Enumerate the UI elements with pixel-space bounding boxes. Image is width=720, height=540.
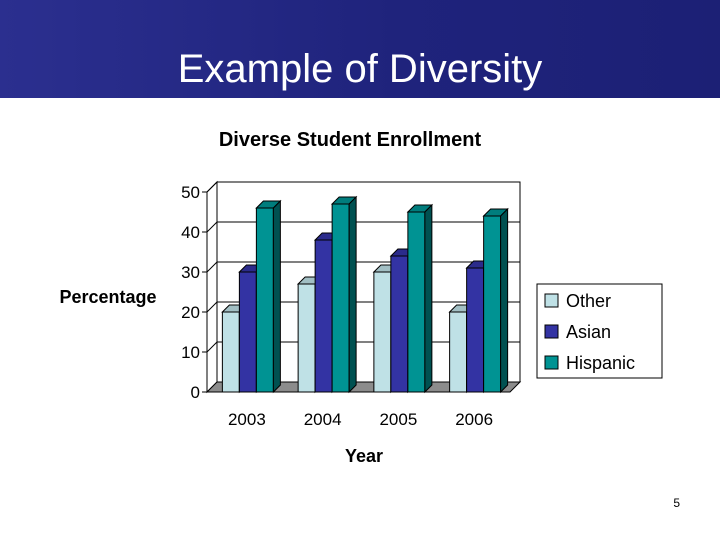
legend-label-asian: Asian: [566, 322, 611, 342]
enrollment-chart: Diverse Student Enrollment 0 10 20 30 40 50 200…: [59, 129, 663, 466]
y-tick-label: 0: [191, 383, 200, 402]
bar-hispanic-2005: [407, 211, 426, 393]
bar-hispanic-2004: [331, 203, 350, 393]
gridline-side: [206, 221, 218, 233]
legend-label-hispanic: Hispanic: [566, 353, 635, 373]
bar-side-hispanic-2004: [348, 195, 357, 394]
bar-other-2006: [449, 311, 468, 393]
bar-hispanic-2003: [255, 207, 274, 393]
y-tick-label: 20: [181, 303, 200, 322]
bar-side-hispanic-2003: [272, 199, 281, 394]
x-tick-label: 2003: [228, 410, 266, 429]
legend-swatch-asian: [544, 324, 559, 339]
x-tick-label: 2006: [455, 410, 493, 429]
bar-other-2003: [221, 311, 240, 393]
chart-title: Diverse Student Enrollment: [219, 129, 482, 151]
bar-other-2005: [373, 271, 392, 393]
title-bar: Example of Diversity: [0, 0, 720, 98]
bar-asian-2004: [314, 239, 333, 393]
bar-asian-2005: [390, 255, 409, 393]
y-tick-label: 30: [181, 263, 200, 282]
bar-asian-2003: [238, 271, 257, 393]
legend-swatch-other: [544, 293, 559, 308]
y-tick-label: 40: [181, 223, 200, 242]
x-tick-label: 2005: [379, 410, 417, 429]
y-tick-label: 50: [181, 183, 200, 202]
bar-other-2004: [297, 283, 316, 393]
y-tick-label: 10: [181, 343, 200, 362]
gridline-side: [206, 261, 218, 273]
legend-label-other: Other: [566, 291, 611, 311]
x-axis-label: Year: [345, 446, 383, 466]
slide-title: Example of Diversity: [177, 47, 543, 91]
gridline-side: [206, 341, 218, 353]
bar-asian-2006: [466, 267, 485, 393]
bar-side-hispanic-2006: [500, 207, 509, 394]
legend-swatch-hispanic: [544, 355, 559, 370]
page-number: 5: [673, 496, 680, 510]
bar-side-hispanic-2005: [424, 203, 433, 394]
gridline-side: [206, 181, 218, 193]
y-axis-label: Percentage: [59, 287, 156, 307]
bar-hispanic-2006: [483, 215, 502, 393]
gridline-side: [206, 301, 218, 313]
x-tick-label: 2004: [304, 410, 342, 429]
plot-side-wall: [206, 180, 218, 394]
